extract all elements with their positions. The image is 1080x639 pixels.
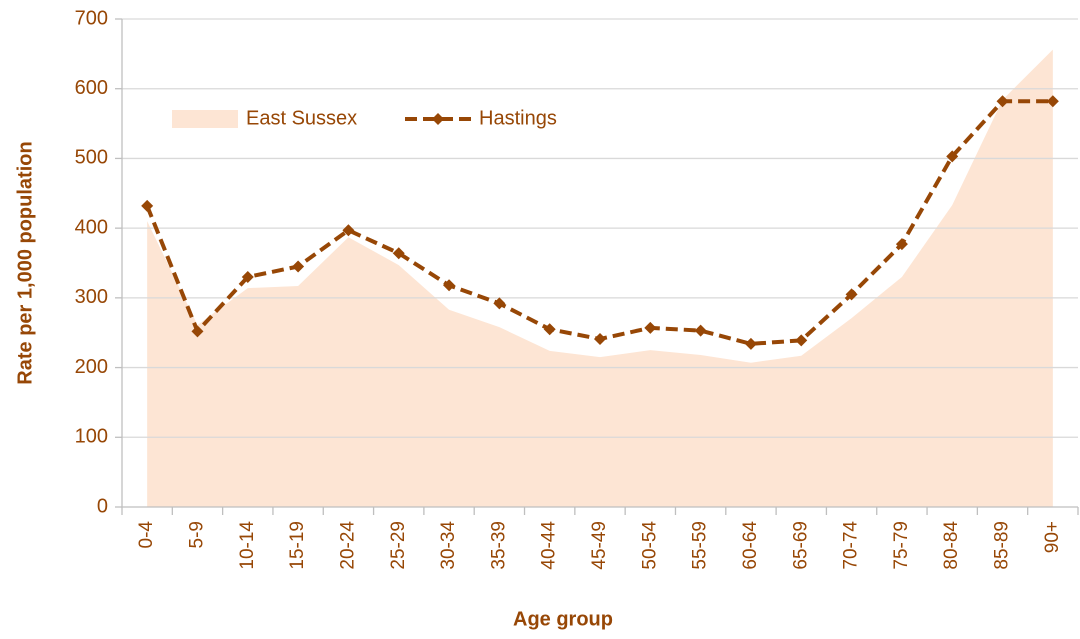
x-tick-label: 75-79 bbox=[891, 521, 912, 570]
x-tick-label: 45-49 bbox=[589, 521, 610, 570]
x-tick-label: 65-69 bbox=[790, 521, 811, 570]
x-tick-label: 40-44 bbox=[539, 521, 560, 570]
x-tick-label: 55-59 bbox=[690, 521, 711, 570]
x-tick-label: 70-74 bbox=[841, 521, 862, 570]
x-axis-label: Age group bbox=[513, 608, 613, 630]
marker bbox=[141, 199, 154, 212]
x-tick-label: 5-9 bbox=[186, 521, 207, 548]
marker bbox=[443, 279, 456, 292]
legend-label: Hastings bbox=[479, 107, 557, 129]
x-tick-label: 50-54 bbox=[639, 521, 660, 570]
marker bbox=[392, 247, 405, 260]
marker bbox=[342, 224, 355, 237]
marker bbox=[191, 325, 204, 338]
y-tick-label: 600 bbox=[75, 77, 108, 99]
x-tick-label: 10-14 bbox=[237, 521, 258, 570]
x-tick-label: 0-4 bbox=[136, 521, 157, 549]
x-tick-label: 35-39 bbox=[488, 521, 509, 570]
y-tick-label: 0 bbox=[97, 495, 108, 517]
marker bbox=[1046, 95, 1059, 108]
y-tick-label: 400 bbox=[75, 216, 108, 238]
marker bbox=[292, 260, 305, 273]
legend-label: East Sussex bbox=[246, 107, 357, 129]
area bbox=[147, 49, 1053, 507]
marker bbox=[795, 334, 808, 347]
marker bbox=[946, 150, 959, 163]
x-tick-label: 30-34 bbox=[438, 521, 459, 570]
y-tick-label: 500 bbox=[75, 147, 108, 169]
marker bbox=[644, 321, 657, 334]
marker bbox=[694, 324, 707, 337]
x-tick-label: 85-89 bbox=[992, 521, 1013, 570]
x-tick-label: 15-19 bbox=[287, 521, 308, 570]
marker bbox=[493, 297, 506, 310]
y-tick-label: 300 bbox=[75, 286, 108, 308]
x-tick-label: 25-29 bbox=[388, 521, 409, 570]
marker bbox=[895, 238, 908, 251]
legend-swatch bbox=[172, 110, 238, 128]
marker bbox=[744, 337, 757, 350]
y-tick-label: 200 bbox=[75, 356, 108, 378]
y-axis-label: Rate per 1,000 population bbox=[14, 141, 36, 384]
x-tick-label: 90+ bbox=[1042, 521, 1063, 553]
marker bbox=[543, 323, 556, 336]
marker bbox=[594, 332, 606, 345]
x-tick-label: 60-64 bbox=[740, 521, 761, 570]
y-tick-label: 700 bbox=[75, 7, 108, 29]
marker bbox=[241, 270, 254, 283]
x-tick-label: 20-24 bbox=[337, 521, 358, 570]
legend-marker bbox=[432, 113, 444, 125]
marker bbox=[996, 95, 1009, 108]
y-tick-label: 100 bbox=[75, 426, 108, 448]
marker bbox=[845, 288, 858, 301]
x-tick-label: 80-84 bbox=[941, 521, 962, 570]
